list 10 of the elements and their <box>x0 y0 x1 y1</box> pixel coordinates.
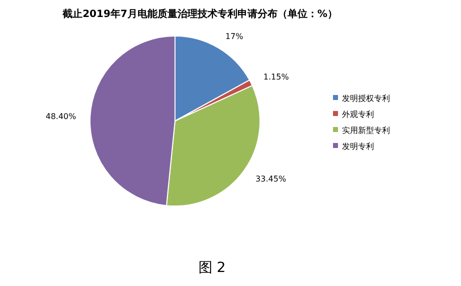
legend-label: 外观专利 <box>342 110 374 119</box>
data-label: 33.45% <box>256 174 286 184</box>
legend-label: 发明授权专利 <box>342 94 390 103</box>
data-label: 48.40% <box>46 112 77 122</box>
caption: 图 2 <box>198 260 226 276</box>
data-label: 1.15% <box>263 72 290 82</box>
legend-label: 发明专利 <box>342 142 374 151</box>
chart-title: 截止2019年7月电能质量治理技术专利申请分布（单位：%） <box>62 8 338 20</box>
legend-label: 实用新型专利 <box>342 126 390 135</box>
data-label: 17% <box>225 32 244 41</box>
